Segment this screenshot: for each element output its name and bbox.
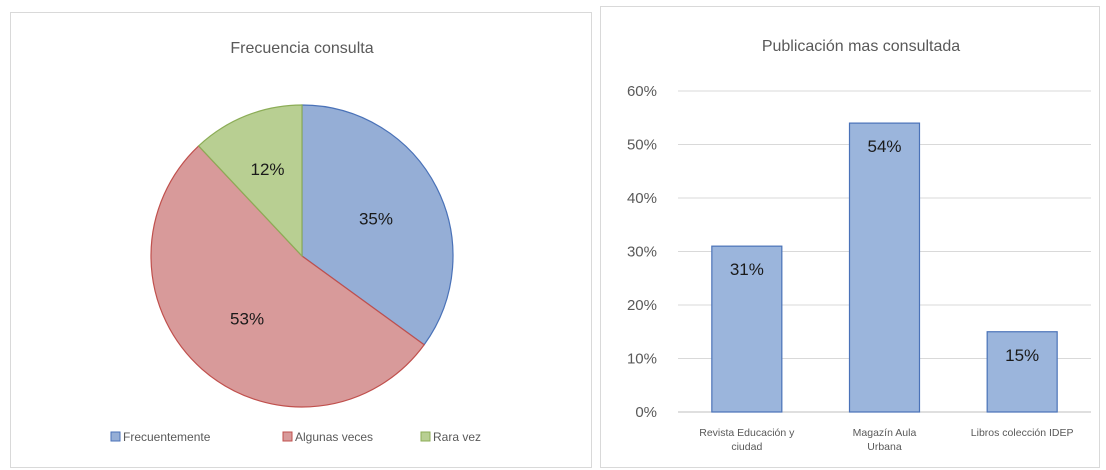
y-tick-label: 0%: [635, 404, 657, 421]
x-category-label: Urbana: [867, 441, 902, 453]
legend-swatch-algunas-veces: [282, 431, 293, 442]
pie-data-label-frecuentemente: 35%: [359, 209, 393, 228]
pie-slice-frecuentemente: [301, 104, 454, 346]
legend-swatch-rara-vez: [420, 431, 431, 442]
y-tick-label: 60%: [627, 83, 657, 100]
bar-data-label: 54%: [867, 137, 901, 156]
y-tick-label: 50%: [627, 137, 657, 154]
pie-slice-algunas-veces: [150, 145, 426, 408]
x-category-label: ciudad: [731, 441, 762, 453]
x-category-label: Libros colección IDEP: [971, 427, 1074, 439]
legend-label-rara-vez: Rara vez: [433, 430, 481, 444]
bar: [711, 245, 783, 413]
bar-data-label: 15%: [1005, 346, 1039, 365]
bar-chart-panel: Publicación mas consultada 0% 10% 20% 30% 40…: [600, 6, 1100, 468]
bar-data-label: 31%: [730, 260, 764, 279]
y-tick-label: 10%: [627, 351, 657, 368]
y-tick-label: 30%: [627, 244, 657, 261]
pie-slice-rara-vez: [197, 104, 303, 258]
pie-chart-title: Frecuencia consulta: [230, 40, 373, 57]
bar: [986, 331, 1058, 413]
legend-label-algunas-veces: Algunas veces: [295, 430, 373, 444]
x-category-label: Revista Educación y: [699, 427, 795, 439]
pie-data-label-rara-vez: 12%: [251, 160, 285, 179]
pie-data-label-algunas-veces: 53%: [230, 309, 264, 328]
x-category-label: Magazín Aula: [853, 427, 917, 439]
y-tick-label: 40%: [627, 190, 657, 207]
bar: [848, 122, 921, 413]
pie-chart: Frecuencia consulta 35% 53% 12% Frecuentem…: [110, 40, 481, 444]
legend-label-frecuentemente: Frecuentemente: [123, 430, 211, 444]
bar-chart-title: Publicación mas consultada: [762, 38, 960, 55]
bar-chart: Publicación mas consultada 0% 10% 20% 30% 40…: [627, 38, 1091, 453]
legend-swatch-frecuentemente: [110, 431, 121, 442]
y-tick-label: 20%: [627, 297, 657, 314]
pie-chart-panel: Frecuencia consulta 35% 53% 12% Frecuentem…: [10, 12, 592, 468]
